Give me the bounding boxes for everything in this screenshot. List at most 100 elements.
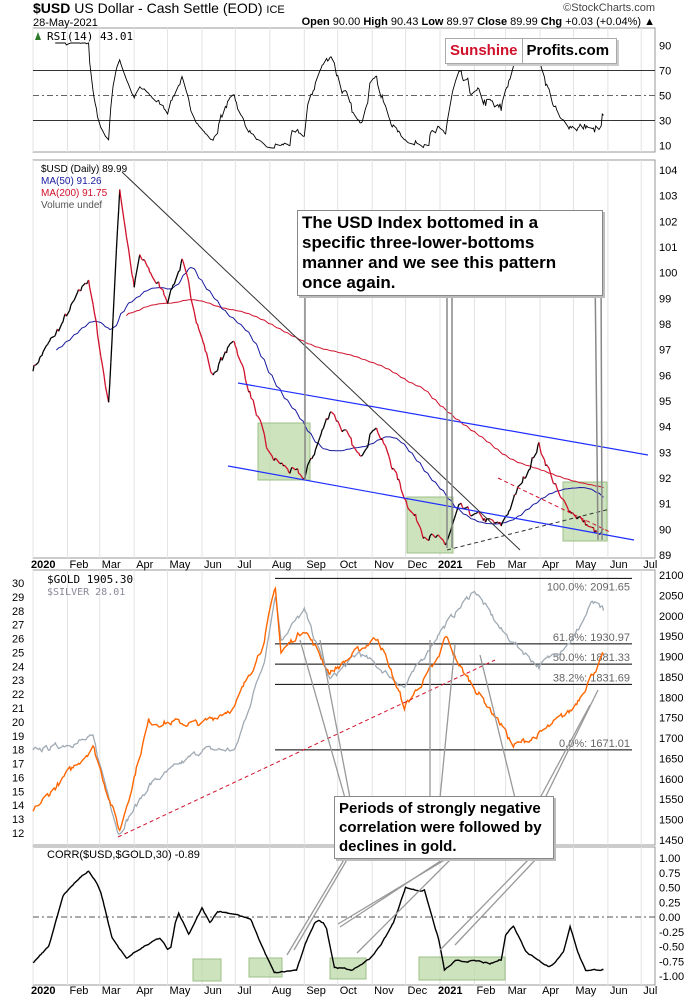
usd-price-segment	[204, 350, 207, 353]
usd-price-segment	[166, 289, 172, 304]
corr-ytick-label: -0.75	[659, 956, 684, 968]
usd-legend-item: $USD (Daily) 89.99	[41, 164, 128, 175]
usd-price-segment	[103, 376, 106, 386]
usd-ytick-label: 97	[659, 345, 671, 357]
usd-legend-item: MA(200) 91.75	[41, 188, 108, 199]
rsi-legend-icon	[35, 32, 41, 40]
usd-price-segment	[555, 483, 558, 488]
usd-ytick-label: 91	[659, 499, 671, 511]
x-axis-label: 2020	[31, 559, 55, 571]
gold-ytick-label: 1850	[659, 672, 683, 684]
silver-ytick-label: 28	[12, 606, 24, 618]
x-axis-label: Mar	[508, 559, 527, 571]
usd-price-segment	[190, 298, 195, 312]
usd-ytick-label: 93	[659, 447, 671, 459]
corr-ytick-label: -0.50	[659, 942, 684, 954]
silver-ytick-label: 12	[12, 828, 24, 840]
usd-price-segment	[460, 502, 463, 507]
source-credit: ©StockCharts.com	[563, 2, 655, 14]
gold-callout-pointer	[356, 857, 453, 954]
x-axis-label: 2021	[438, 559, 462, 571]
x-axis-label: Apr	[136, 985, 153, 997]
usd-price-segment	[202, 342, 205, 346]
silver-ytick-label: 17	[12, 759, 24, 771]
usd-ma50-line	[56, 266, 604, 525]
usd-price-segment	[353, 447, 359, 454]
x-axis-label: Dec	[408, 559, 428, 571]
usd-price-segment	[133, 278, 136, 288]
usd-price-segment	[576, 517, 579, 520]
usd-price-segment	[155, 282, 159, 285]
usd-price-segment	[244, 379, 250, 393]
usd-price-segment	[416, 520, 421, 528]
usd-price-segment	[369, 429, 374, 435]
usd-price-segment	[419, 526, 422, 531]
usd-price-segment	[84, 282, 87, 285]
usd-price-segment	[249, 391, 252, 398]
usd-price-segment	[383, 444, 387, 447]
usd-price-segment	[148, 267, 151, 273]
usd-price-segment	[234, 346, 238, 349]
usd-price-segment	[452, 518, 456, 522]
usd-price-segment	[404, 499, 408, 504]
usd-callout-pointer	[600, 269, 603, 541]
usd-ytick-label: 98	[659, 319, 671, 331]
usd-price-segment	[358, 452, 361, 457]
usd-price-segment	[551, 479, 555, 484]
usd-price-segment	[548, 467, 553, 481]
usd-price-segment	[539, 448, 542, 454]
usd-price-segment	[400, 489, 406, 500]
usd-price-segment	[382, 442, 385, 445]
usd-support-dashed-line	[446, 508, 611, 551]
usd-price-segment	[586, 524, 589, 527]
usd-ytick-label: 89	[659, 550, 671, 562]
usd-price-segment	[87, 279, 91, 288]
usd-price-segment	[149, 271, 152, 274]
corr-ytick-label: -0.25	[659, 927, 684, 939]
corr-negative-zone	[418, 956, 506, 981]
gold-ytick-label: 1750	[659, 713, 683, 725]
usd-price-segment	[171, 284, 174, 290]
exchange: ICE	[266, 4, 285, 16]
usd-price-segment	[520, 482, 523, 485]
usd-price-segment	[341, 429, 344, 433]
gold-callout-pointer	[293, 857, 349, 951]
usd-price-segment	[70, 302, 73, 306]
usd-price-segment	[189, 289, 192, 299]
usd-price-segment	[583, 519, 587, 526]
silver-ytick-label: 18	[12, 745, 24, 757]
usd-price-segment	[123, 221, 126, 229]
usd-annotation-box: The USD Index bottomed in a specific thr…	[297, 210, 603, 296]
silver-ytick-label: 22	[12, 689, 24, 701]
silver-ytick-label: 27	[12, 620, 24, 632]
usd-price-segment	[89, 287, 94, 305]
usd-price-segment	[159, 287, 164, 291]
usd-price-segment	[81, 282, 86, 288]
usd-bottom-zone	[257, 422, 311, 481]
x-axis-label: Sep	[306, 559, 326, 571]
usd-price-segment	[250, 397, 253, 400]
usd-price-segment	[334, 417, 338, 422]
gold-ytick-label: 1500	[659, 815, 683, 827]
usd-price-segment	[563, 501, 569, 509]
usd-price-segment	[164, 296, 168, 301]
usd-price-segment	[139, 254, 142, 258]
usd-price-segment	[48, 340, 51, 343]
usd-price-segment	[414, 513, 418, 521]
x-axis-label: May	[575, 985, 596, 997]
gold-annotation-box: Periods of strongly negative correlation…	[334, 796, 554, 859]
usd-price-segment	[350, 437, 353, 446]
usd-ytick-label: 92	[659, 473, 671, 485]
usd-price-segment	[242, 366, 245, 372]
usd-price-segment	[185, 273, 189, 278]
usd-price-segment	[111, 317, 114, 342]
usd-price-segment	[109, 362, 112, 385]
usd-price-segment	[366, 446, 369, 449]
usd-price-segment	[507, 510, 510, 515]
usd-price-segment	[241, 364, 244, 368]
x-axis-label: Feb	[69, 559, 88, 571]
usd-price-segment	[540, 453, 546, 461]
usd-price-segment	[590, 526, 593, 529]
x-axis-label: Jun	[610, 985, 628, 997]
usd-price-segment	[125, 236, 129, 244]
